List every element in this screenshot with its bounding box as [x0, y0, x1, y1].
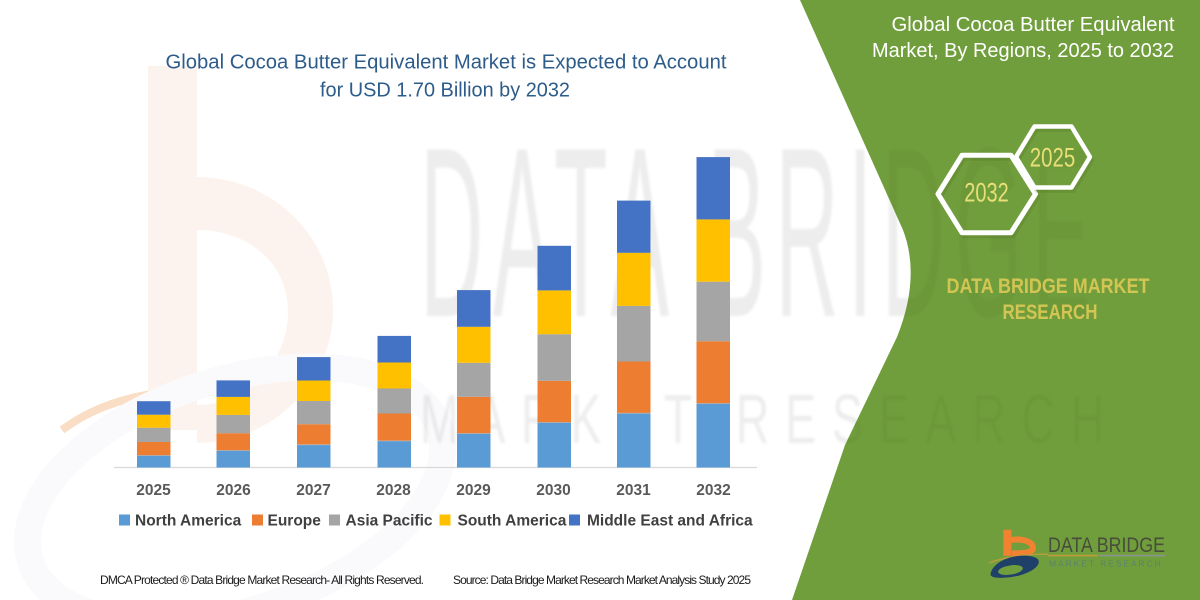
svg-text:Global Cocoa Butter Equivalent: Global Cocoa Butter Equivalent Market is… [166, 51, 727, 74]
svg-text:2031: 2031 [616, 482, 651, 499]
svg-text:RESEARCH: RESEARCH [1003, 301, 1098, 324]
svg-text:2025: 2025 [1030, 143, 1076, 173]
svg-text:2029: 2029 [456, 482, 491, 499]
svg-text:DATA BRIDGE: DATA BRIDGE [1048, 534, 1165, 557]
svg-text:2032: 2032 [964, 178, 1009, 208]
svg-text:2027: 2027 [296, 482, 330, 499]
svg-text:Global Cocoa Butter Equivalent: Global Cocoa Butter Equivalent [892, 13, 1175, 36]
svg-text:DATA BRIDGE MARKET: DATA BRIDGE MARKET [947, 275, 1150, 298]
svg-text:Market, By Regions, 2025 to 20: Market, By Regions, 2025 to 2032 [872, 39, 1174, 62]
svg-text:MARKET RESEARCH: MARKET RESEARCH [1049, 559, 1164, 569]
svg-text:2026: 2026 [216, 482, 251, 499]
svg-text:Middle East and Africa: Middle East and Africa [587, 513, 753, 530]
svg-text:2030: 2030 [536, 482, 570, 499]
svg-text:Asia Pacific: Asia Pacific [346, 513, 433, 530]
svg-text:Source: Data Bridge Market Res: Source: Data Bridge Market Research Mark… [453, 573, 751, 587]
svg-text:2032: 2032 [696, 482, 730, 499]
svg-text:South America: South America [458, 513, 567, 530]
svg-text:2028: 2028 [376, 482, 411, 499]
svg-text:MARKET RESEARCH: MARKET RESEARCH [420, 380, 1120, 458]
svg-text:2025: 2025 [136, 482, 171, 499]
svg-text:Europe: Europe [268, 513, 322, 530]
svg-text:North America: North America [135, 513, 242, 530]
svg-text:DATA BRIDGE: DATA BRIDGE [420, 98, 1100, 368]
svg-text:for USD 1.70 Billion by 2032: for USD 1.70 Billion by 2032 [320, 79, 570, 102]
svg-text:DMCA Protected ® Data Bridge M: DMCA Protected ® Data Bridge Market Rese… [100, 573, 424, 587]
